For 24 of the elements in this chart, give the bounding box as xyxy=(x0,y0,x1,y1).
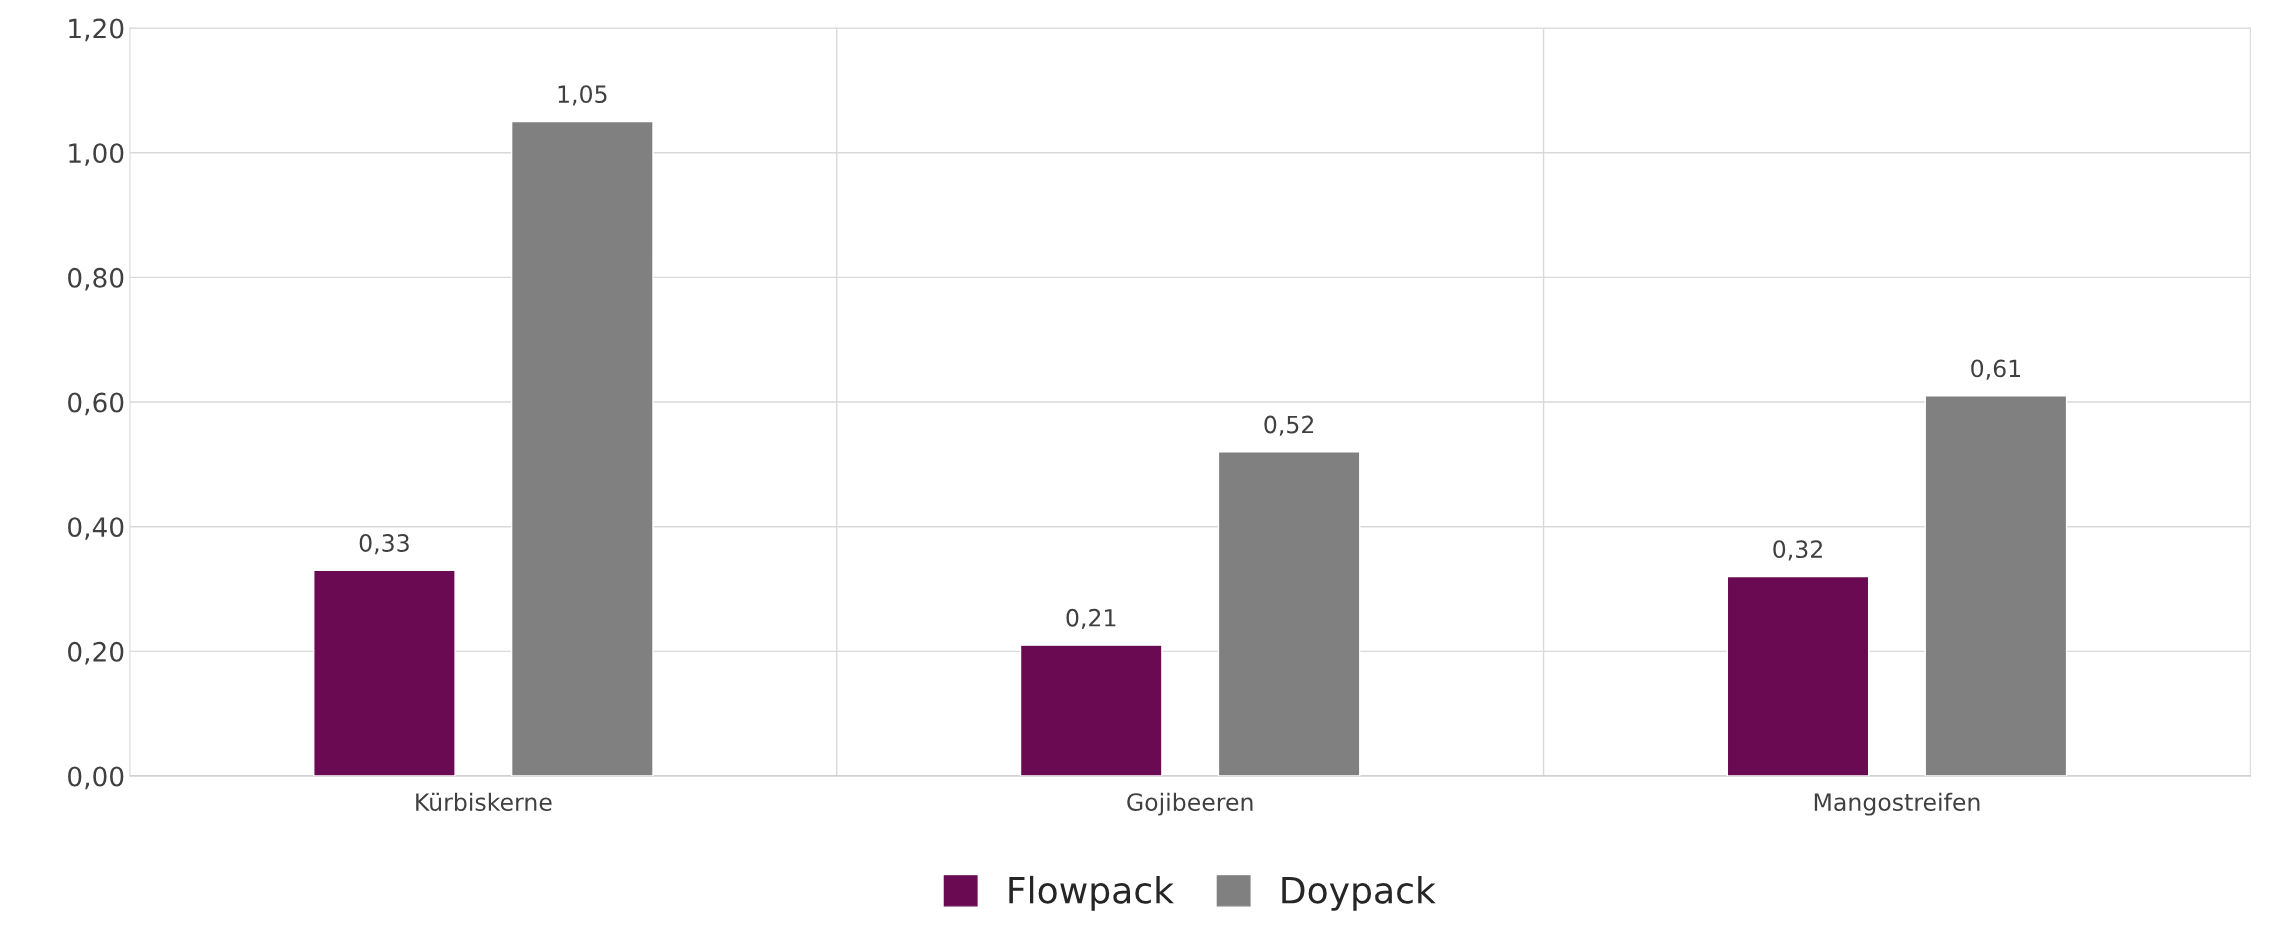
bar xyxy=(1217,451,1361,777)
bar xyxy=(1924,395,2068,777)
data-label: 0,52 xyxy=(1264,415,1314,436)
y-tick-label: 0,60 xyxy=(68,392,124,416)
x-tick-label: Kürbiskerne xyxy=(416,792,552,811)
data-label: 1,05 xyxy=(558,85,607,106)
y-tick-label: 0,00 xyxy=(68,766,124,790)
bar xyxy=(1019,644,1163,777)
data-label: 0,21 xyxy=(1066,608,1116,630)
y-tick-label: 1,00 xyxy=(69,143,124,166)
legend-label: Doypack xyxy=(1282,875,1436,911)
bar xyxy=(510,120,654,777)
y-tick-label: 0,40 xyxy=(68,517,124,540)
bar xyxy=(1726,575,1870,777)
y-tick-label: 0,80 xyxy=(68,267,124,291)
y-tick-label: 1,20 xyxy=(69,18,124,42)
bar xyxy=(313,569,456,777)
legend-label: Flowpack xyxy=(1009,875,1174,911)
x-tick-label: Gojibeeren xyxy=(1127,792,1253,816)
data-label: 0,33 xyxy=(359,534,409,555)
x-tick-label: Mangostreifen xyxy=(1814,792,1980,816)
y-tick-label: 0,20 xyxy=(68,641,124,665)
data-label: 0,61 xyxy=(1971,359,2021,380)
data-label: 0,32 xyxy=(1773,540,1822,561)
